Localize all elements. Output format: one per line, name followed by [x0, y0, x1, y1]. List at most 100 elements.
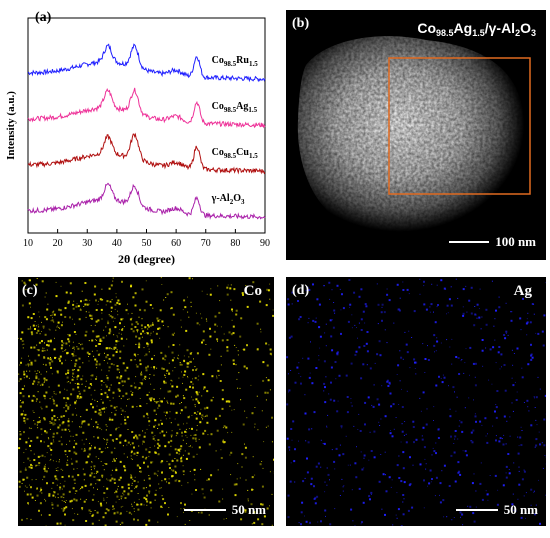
eds-dot: [18, 480, 21, 483]
eds-dot: [110, 404, 113, 407]
x-tick-label: 50: [142, 238, 152, 249]
eds-dot: [49, 422, 51, 424]
eds-dot: [362, 363, 365, 366]
eds-dot: [106, 396, 109, 399]
eds-dot: [493, 325, 495, 327]
panel-b-label: (b): [292, 16, 310, 31]
eds-dot: [61, 348, 63, 350]
eds-dot: [43, 327, 45, 329]
eds-dot: [25, 289, 27, 291]
eds-dot: [61, 500, 63, 502]
eds-dot: [21, 518, 23, 521]
eds-dot: [78, 392, 81, 395]
eds-dot: [127, 493, 130, 496]
eds-dot: [247, 498, 249, 500]
eds-dot: [308, 317, 310, 319]
eds-dot: [122, 445, 124, 447]
eds-dot: [51, 360, 54, 363]
eds-dot: [54, 337, 55, 339]
eds-dot: [310, 341, 311, 343]
eds-dot: [230, 333, 233, 336]
eds-dot: [30, 361, 33, 364]
eds-dot: [108, 347, 111, 350]
eds-dot: [505, 472, 507, 474]
eds-dot: [152, 307, 154, 309]
eds-dot: [81, 448, 83, 450]
eds-dot: [222, 488, 224, 490]
eds-dot: [108, 366, 111, 369]
eds-dot: [386, 342, 388, 344]
eds-dot: [93, 465, 96, 468]
eds-dot: [126, 338, 128, 340]
eds-dot: [72, 347, 74, 349]
eds-dot: [102, 465, 104, 466]
eds-dot: [46, 344, 48, 346]
eds-dot: [83, 500, 86, 503]
eds-dot: [34, 396, 36, 398]
eds-dot: [158, 444, 161, 447]
eds-dot: [155, 332, 158, 335]
eds-dot: [156, 367, 158, 369]
eds-dot: [143, 496, 146, 499]
eds-dot: [217, 340, 218, 342]
eds-dot: [35, 375, 38, 378]
eds-dot: [434, 321, 437, 324]
eds-dot: [83, 306, 85, 307]
eds-dot: [64, 350, 66, 352]
eds-dot: [482, 365, 484, 367]
eds-dot: [117, 314, 119, 316]
eds-dot: [104, 438, 106, 440]
eds-dot: [112, 348, 114, 350]
eds-dot: [244, 456, 247, 459]
eds-dot: [225, 400, 228, 403]
eds-dot: [195, 438, 197, 440]
eds-dot: [151, 342, 153, 344]
eds-dot: [101, 407, 104, 410]
eds-dot: [443, 516, 445, 518]
eds-dot: [61, 476, 64, 478]
eds-dot: [98, 300, 99, 302]
series-line: [27, 132, 266, 175]
eds-dot: [59, 459, 60, 461]
eds-dot: [168, 346, 170, 348]
eds-dot: [65, 501, 66, 503]
eds-dot: [112, 508, 114, 510]
eds-dot: [189, 385, 191, 388]
eds-dot: [39, 316, 41, 318]
eds-dot: [180, 445, 183, 448]
eds-dot: [193, 434, 195, 436]
eds-dot: [355, 476, 358, 479]
eds-dot: [91, 339, 94, 342]
eds-dot: [69, 345, 70, 347]
eds-dot: [78, 366, 81, 369]
eds-dot: [108, 358, 111, 360]
eds-dot: [384, 513, 386, 516]
eds-dot: [153, 366, 156, 369]
eds-dot: [104, 447, 106, 449]
eds-dot: [459, 420, 461, 422]
eds-dot: [83, 300, 85, 302]
eds-dot: [101, 476, 103, 478]
eds-dot: [239, 387, 241, 389]
eds-dot: [468, 299, 471, 302]
eds-dot: [358, 346, 361, 349]
eds-dot: [376, 353, 379, 356]
eds-dot: [21, 331, 24, 334]
eds-dot: [391, 479, 393, 481]
eds-dot: [188, 428, 190, 429]
eds-dot: [542, 344, 545, 347]
eds-dot: [45, 463, 46, 465]
eds-dot: [194, 434, 197, 436]
eds-dot: [129, 318, 132, 321]
eds-dot: [142, 415, 145, 418]
eds-dot: [27, 457, 30, 460]
eds-dot: [231, 308, 233, 311]
eds-dot: [183, 299, 186, 302]
eds-dot: [381, 508, 383, 510]
eds-dot: [42, 363, 44, 365]
eds-dot: [525, 322, 528, 325]
eds-dot: [379, 354, 382, 357]
eds-dot: [122, 328, 124, 329]
eds-dot: [98, 447, 101, 450]
eds-dot: [222, 427, 224, 429]
